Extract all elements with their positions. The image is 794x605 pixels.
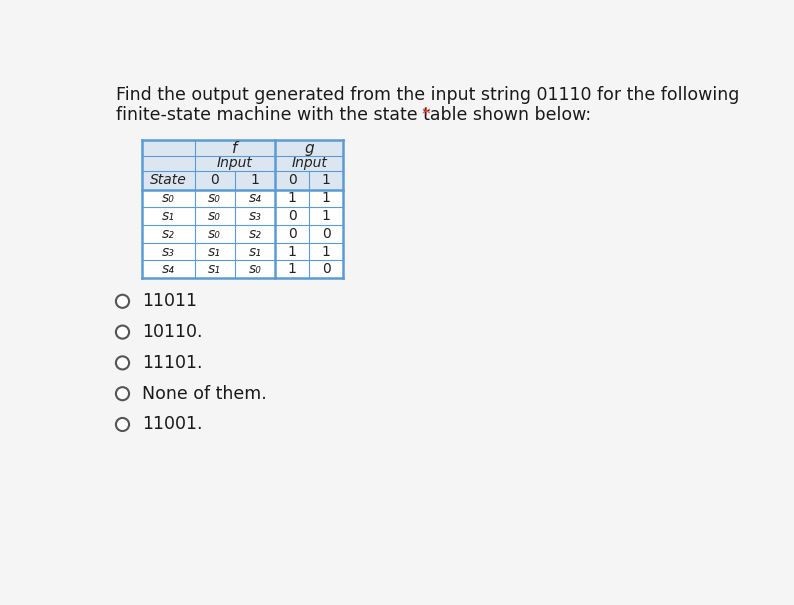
Text: s₃: s₃ bbox=[162, 244, 175, 258]
Text: s₁: s₁ bbox=[249, 244, 261, 258]
Bar bbox=[142, 225, 343, 243]
Text: 1: 1 bbox=[322, 244, 331, 258]
Bar bbox=[142, 189, 343, 208]
Text: s₄: s₄ bbox=[162, 263, 175, 276]
Text: s₁: s₁ bbox=[208, 244, 222, 258]
Text: 0: 0 bbox=[288, 227, 297, 241]
Text: s₂: s₂ bbox=[249, 227, 261, 241]
Text: 1: 1 bbox=[322, 209, 331, 223]
Text: Find the output generated from the input string 01110 for the following: Find the output generated from the input… bbox=[116, 87, 740, 105]
Text: s₁: s₁ bbox=[208, 263, 222, 276]
Text: s₀: s₀ bbox=[208, 209, 222, 223]
Bar bbox=[142, 243, 343, 261]
Text: 1: 1 bbox=[251, 174, 260, 188]
Text: 0: 0 bbox=[288, 174, 297, 188]
Circle shape bbox=[116, 295, 129, 308]
Text: s₀: s₀ bbox=[249, 263, 261, 276]
Circle shape bbox=[116, 387, 129, 401]
Text: 0: 0 bbox=[288, 209, 297, 223]
Bar bbox=[142, 261, 343, 278]
Text: 1: 1 bbox=[322, 192, 331, 206]
Text: 11001.: 11001. bbox=[142, 416, 202, 434]
Text: s₀: s₀ bbox=[208, 192, 222, 206]
Circle shape bbox=[116, 418, 129, 431]
Text: State: State bbox=[150, 174, 187, 188]
Text: 1: 1 bbox=[287, 263, 297, 276]
Text: finite-state machine with the state table shown below:: finite-state machine with the state tabl… bbox=[116, 106, 597, 125]
Text: 0: 0 bbox=[210, 174, 219, 188]
Text: 0: 0 bbox=[322, 227, 330, 241]
Text: 0: 0 bbox=[322, 263, 330, 276]
Text: 1: 1 bbox=[287, 192, 297, 206]
Circle shape bbox=[116, 356, 129, 370]
Text: 1: 1 bbox=[287, 244, 297, 258]
Text: None of them.: None of them. bbox=[142, 385, 267, 403]
Text: 1: 1 bbox=[322, 174, 331, 188]
Text: f: f bbox=[232, 140, 237, 155]
Text: 11011: 11011 bbox=[142, 292, 197, 310]
Bar bbox=[142, 140, 343, 155]
Text: *: * bbox=[421, 106, 430, 125]
Text: s₃: s₃ bbox=[249, 209, 261, 223]
Text: s₁: s₁ bbox=[162, 209, 175, 223]
Text: Input: Input bbox=[291, 157, 327, 171]
Text: 10110.: 10110. bbox=[142, 323, 202, 341]
Text: s₄: s₄ bbox=[249, 192, 261, 206]
Text: 11101.: 11101. bbox=[142, 354, 202, 372]
Bar bbox=[142, 208, 343, 225]
Circle shape bbox=[116, 325, 129, 339]
Text: g: g bbox=[304, 140, 314, 155]
Bar bbox=[142, 155, 343, 171]
Text: s₂: s₂ bbox=[162, 227, 175, 241]
Text: s₀: s₀ bbox=[162, 192, 175, 206]
Text: Input: Input bbox=[217, 157, 252, 171]
Text: s₀: s₀ bbox=[208, 227, 222, 241]
Bar bbox=[142, 171, 343, 189]
